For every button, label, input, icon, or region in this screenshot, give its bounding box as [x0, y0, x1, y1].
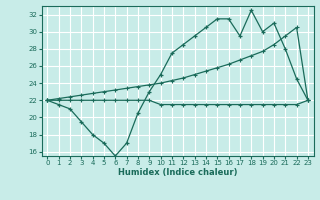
- X-axis label: Humidex (Indice chaleur): Humidex (Indice chaleur): [118, 168, 237, 177]
